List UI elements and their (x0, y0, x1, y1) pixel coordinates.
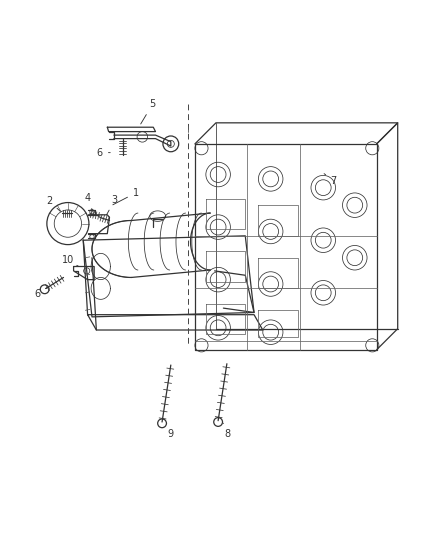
Text: 5: 5 (141, 100, 155, 124)
Text: 1: 1 (113, 188, 139, 205)
Text: 7: 7 (324, 174, 337, 186)
Text: 8: 8 (223, 423, 231, 439)
Text: 6: 6 (97, 148, 110, 158)
Text: 4: 4 (85, 193, 93, 212)
Text: 9: 9 (166, 423, 174, 439)
Text: 2: 2 (46, 196, 60, 211)
Text: 10: 10 (62, 255, 79, 266)
Text: 3: 3 (106, 195, 118, 215)
Text: 6: 6 (34, 287, 47, 298)
